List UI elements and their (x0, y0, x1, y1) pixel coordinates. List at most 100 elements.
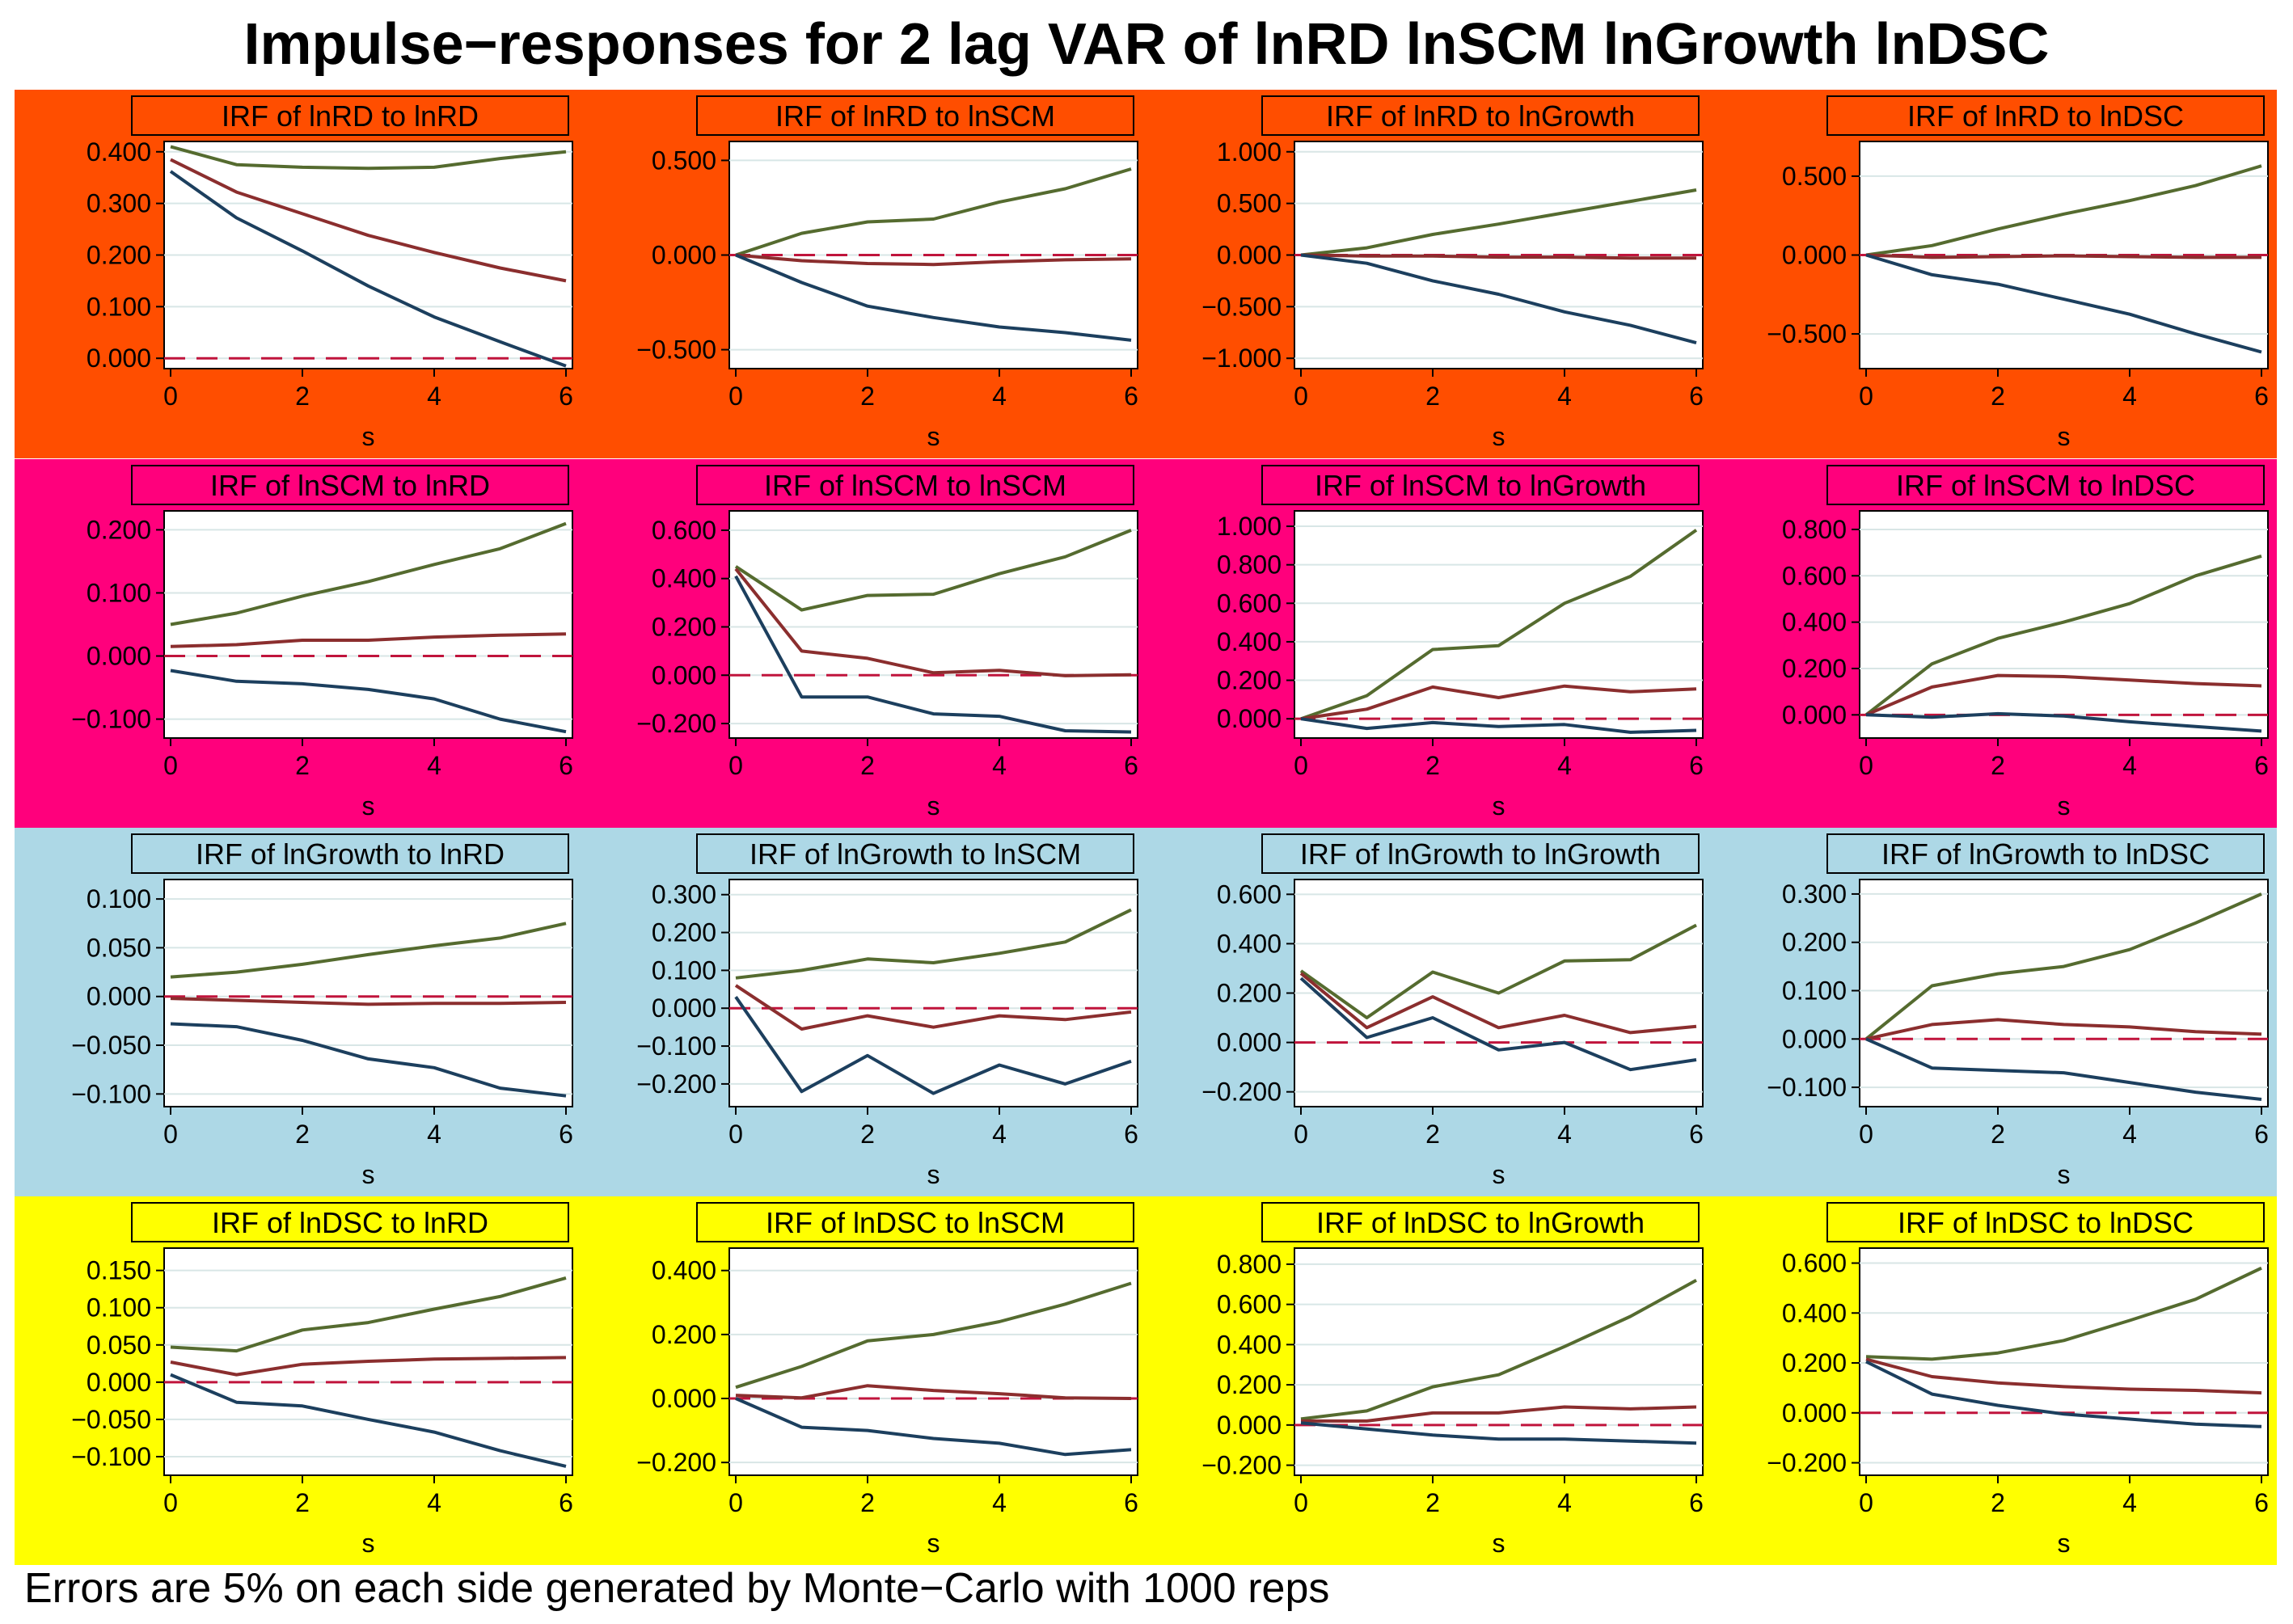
panel-title-box (1826, 833, 2265, 874)
y-tick-label: 0.000 (1217, 704, 1282, 733)
y-tick-label: −0.050 (71, 1031, 151, 1060)
series-line-irf (1865, 1018, 2262, 1041)
x-axis-label: s (1493, 1160, 1505, 1189)
plot-area (728, 510, 1138, 739)
irf-panel: IRF of lnSCM to lnRD −0.100 0.000 0.100 0.20… (71, 465, 573, 820)
irf-panel: IRF of lnSCM to lnGrowth 0.000 0.200 0.400 0… (1217, 465, 1704, 820)
x-tick-label: 6 (559, 1488, 573, 1517)
y-tick-label: 0.200 (652, 918, 716, 947)
plot-area (163, 879, 573, 1107)
x-tick-label: 2 (860, 1120, 875, 1149)
panel-title: IRF of lnDSC to lnGrowth (1316, 1206, 1645, 1239)
x-tick-label: 0 (1294, 751, 1308, 780)
y-tick-label: 0.200 (1782, 1348, 1847, 1377)
x-tick-label: 4 (427, 1488, 441, 1517)
plot-area (1859, 510, 2269, 739)
plot-area (728, 879, 1138, 1107)
y-tick-label: 0.200 (1217, 666, 1282, 695)
x-tick-label: 0 (1294, 382, 1308, 411)
series-line-irf (1300, 253, 1696, 260)
x-tick-label: 2 (1425, 382, 1440, 411)
panel-title: IRF of lnRD to lnSCM (775, 99, 1055, 133)
series-line-lower (1865, 1360, 2262, 1428)
series-line-upper (1865, 164, 2262, 257)
x-tick-label: 2 (1991, 382, 2005, 411)
panel-title-box (1826, 465, 2265, 505)
y-tick-label: 0.000 (87, 642, 151, 671)
irf-panel: IRF of lnGrowth to lnDSC −0.100 0.000 0.100… (1767, 833, 2269, 1189)
x-tick-label: 4 (1557, 751, 1572, 780)
series-line-irf (1299, 972, 1697, 1035)
series-line-upper (1865, 1266, 2262, 1361)
panel-title: IRF of lnGrowth to lnRD (196, 837, 505, 871)
series-line-upper (734, 529, 1132, 612)
series-line-lower (1865, 1037, 2262, 1101)
irf-panel: IRF of lnRD to lnDSC −0.500 0.000 0.500 0 2 4 6… (1767, 95, 2269, 451)
figure-title: Impulse−responses for 2 lag VAR of lnRD … (243, 12, 2050, 77)
panel-title: IRF of lnDSC to lnDSC (1898, 1206, 2194, 1239)
x-axis-label: s (362, 1160, 375, 1189)
panel-title-box (1826, 1202, 2265, 1242)
y-tick-label: 0.400 (1217, 627, 1282, 656)
x-axis-label: s (927, 1160, 940, 1189)
y-tick-label: 0.000 (1782, 241, 1847, 270)
x-axis-label: s (2058, 422, 2071, 451)
plot-area (1859, 1247, 2269, 1476)
y-tick-label: 0.300 (1782, 879, 1847, 909)
y-tick-label: 0.000 (1217, 241, 1282, 270)
series-line-upper (1300, 1279, 1697, 1421)
y-tick-label: 0.100 (87, 292, 151, 321)
y-tick-label: 1.000 (1217, 137, 1282, 167)
irf-panel: IRF of lnDSC to lnDSC −0.200 0.000 0.200 0.4… (1767, 1202, 2269, 1558)
series-line-upper (1864, 892, 2262, 1040)
series-line-lower (735, 1397, 1132, 1457)
x-tick-label: 6 (2254, 1488, 2269, 1517)
x-tick-label: 6 (2254, 382, 2269, 411)
y-tick-label: 0.400 (1782, 1298, 1847, 1327)
x-tick-label: 6 (2254, 751, 2269, 780)
y-tick-label: −0.200 (636, 1448, 716, 1477)
series-line-upper (170, 1276, 567, 1353)
plot-area (1294, 1247, 1704, 1476)
series-line-irf (735, 253, 1132, 267)
series-line-lower (1865, 253, 2262, 354)
x-tick-label: 0 (1294, 1488, 1308, 1517)
series-line-lower (169, 170, 567, 368)
y-tick-label: 0.150 (87, 1256, 151, 1285)
series-line-irf (1865, 1357, 2262, 1395)
series-line-lower (735, 253, 1132, 342)
x-tick-label: 2 (1425, 1488, 1440, 1517)
y-tick-label: 0.200 (1217, 979, 1282, 1008)
y-tick-label: 0.000 (1782, 700, 1847, 729)
series-line-irf (1865, 253, 2261, 259)
y-tick-label: 0.300 (652, 880, 716, 909)
irf-panel: IRF of lnRD to lnRD 0.000 0.100 0.200 0.300 0… (87, 95, 573, 451)
y-tick-label: 0.000 (1782, 1024, 1847, 1053)
x-axis-label: s (362, 791, 375, 820)
y-tick-label: 0.500 (652, 146, 716, 175)
series-line-irf (1300, 684, 1697, 721)
panel-title-box (1261, 1202, 1700, 1242)
irf-panel: IRF of lnGrowth to lnGrowth −0.200 0.000 0.… (1201, 833, 1704, 1189)
x-tick-label: 0 (1859, 382, 1873, 411)
y-tick-label: 0.100 (87, 1293, 151, 1322)
y-tick-label: 0.200 (1782, 654, 1847, 683)
y-tick-label: 0.050 (87, 1331, 151, 1360)
y-tick-label: 0.600 (1217, 879, 1282, 909)
y-tick-label: 0.100 (652, 955, 716, 985)
y-tick-label: 0.200 (652, 1320, 716, 1349)
x-tick-label: 2 (1425, 1120, 1440, 1149)
y-tick-label: 0.400 (1217, 929, 1282, 958)
y-tick-label: −0.200 (1201, 1451, 1282, 1480)
y-tick-label: −0.200 (636, 709, 716, 738)
x-tick-label: 2 (1425, 751, 1440, 780)
y-tick-label: 0.800 (1217, 1250, 1282, 1279)
plot-area (1859, 879, 2269, 1107)
x-tick-label: 2 (860, 1488, 875, 1517)
panel-title: IRF of lnGrowth to lnGrowth (1300, 837, 1661, 871)
panel-title: IRF of lnGrowth to lnDSC (1881, 837, 2210, 871)
x-tick-label: 6 (1689, 751, 1704, 780)
series-line-irf (170, 1356, 567, 1377)
panel-title-box (696, 95, 1134, 136)
x-axis-label: s (2058, 791, 2071, 820)
